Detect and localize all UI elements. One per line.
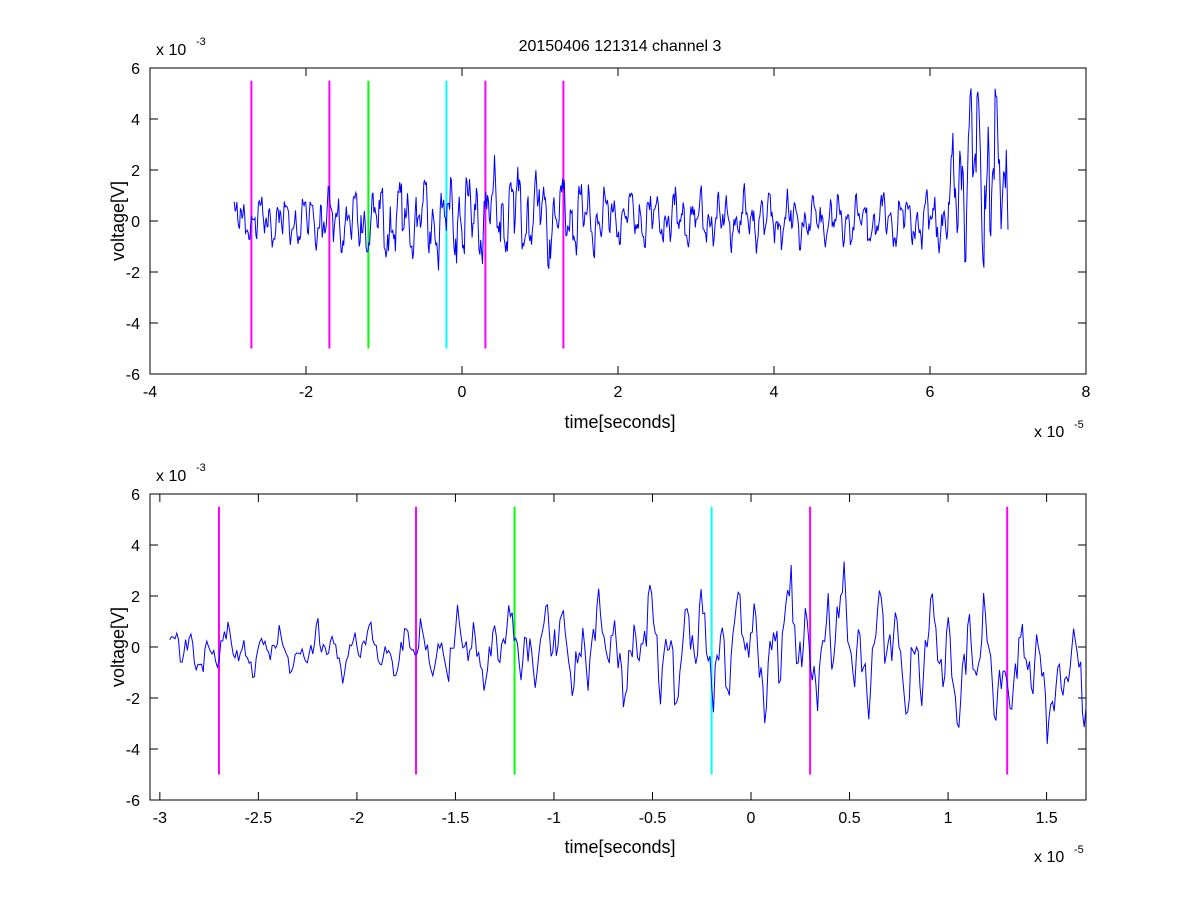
plot-top-xtick-label: 6 — [926, 384, 935, 401]
plot-bottom-xtick-label: 0 — [747, 810, 756, 827]
plot-top-xtick-label: 4 — [770, 384, 779, 401]
plot-bottom-xtick-label: -2.5 — [245, 810, 273, 827]
plot-bottom-ytick-label: 6 — [131, 487, 140, 504]
plot-top-markers — [250, 80, 565, 349]
plot-bottom-x-scale-label: x 10 — [1034, 849, 1064, 866]
plot-bottom-markers — [217, 506, 1009, 775]
plot-bottom-xtick-label: 0.5 — [838, 810, 860, 827]
plot-bottom-ytick-label: 2 — [131, 589, 140, 606]
plot-bottom-xlabel: time[seconds] — [564, 837, 675, 857]
plot-bottom-ticks: -3 -2.5 -2 -1.5 -1 -0.5 0 0.5 1 1.5 -6 -4 -2 0 2 4 6 — [126, 487, 1086, 827]
plot-top-xtick-label: 8 — [1082, 384, 1091, 401]
figure-title: 20150406 121314 channel 3 — [519, 38, 722, 55]
plot-bottom-ytick-label: 4 — [131, 538, 140, 555]
plot-top-signal — [233, 88, 1009, 271]
plot-bottom-xtick-label: -1 — [547, 810, 561, 827]
plot-bottom-y-scale-label: x 10 — [156, 468, 186, 485]
plot-top-xtick-label: -2 — [299, 384, 313, 401]
plot-top-ytick-label: -4 — [126, 316, 140, 333]
plot-bottom-x-scale-exp: -5 — [1074, 844, 1084, 856]
plot-bottom-ytick-label: -2 — [126, 691, 140, 708]
plot-bottom-ylabel: voltage[V] — [108, 607, 128, 687]
plot-bottom-xtick-label: -3 — [153, 810, 167, 827]
plot-top-ytick-label: 0 — [131, 214, 140, 231]
plot-bottom-x-scale: x 10 -5 — [1034, 844, 1084, 866]
plot-top-ytick-label: -6 — [126, 367, 140, 384]
plot-top-ytick-label: 4 — [131, 112, 140, 129]
plot-bottom-ytick-label: -6 — [126, 793, 140, 810]
plot-top-ytick-label: -2 — [126, 265, 140, 282]
plot-bottom-ytick-label: -4 — [126, 742, 140, 759]
plot-bottom-signal — [169, 561, 1087, 745]
plot-top-y-scale-label: x 10 — [156, 42, 186, 59]
plot-bottom: -3 -2.5 -2 -1.5 -1 -0.5 0 0.5 1 1.5 -6 -4 -2 0 2 4 6 tim… — [108, 462, 1087, 866]
plot-bottom-xtick-label: -0.5 — [639, 810, 667, 827]
plot-top-y-scale-exp: -3 — [196, 36, 206, 48]
plot-bottom-ytick-label: 0 — [131, 640, 140, 657]
plot-top-y-scale: x 10 -3 — [156, 36, 206, 59]
plot-top-xtick-label: 0 — [458, 384, 467, 401]
plot-bottom-y-scale-exp: -3 — [196, 462, 206, 474]
plot-bottom-xtick-label: 1 — [944, 810, 953, 827]
plot-bottom-y-scale: x 10 -3 — [156, 462, 206, 485]
plot-top-ylabel: voltage[V] — [108, 181, 128, 261]
plot-top-ytick-label: 6 — [131, 61, 140, 78]
plot-top-xtick-label: -4 — [143, 384, 157, 401]
plot-bottom-xtick-label: -1.5 — [442, 810, 470, 827]
plot-top-xtick-label: 2 — [614, 384, 623, 401]
plot-top-x-scale-exp: -5 — [1074, 419, 1084, 431]
plot-bottom-xtick-label: -2 — [350, 810, 364, 827]
plot-top-x-scale: x 10 -5 — [1034, 419, 1084, 441]
plot-top-x-scale-label: x 10 — [1034, 424, 1064, 441]
plot-bottom-xtick-label: 1.5 — [1035, 810, 1057, 827]
plot-top-xlabel: time[seconds] — [564, 412, 675, 432]
plot-top-ytick-label: 2 — [131, 163, 140, 180]
